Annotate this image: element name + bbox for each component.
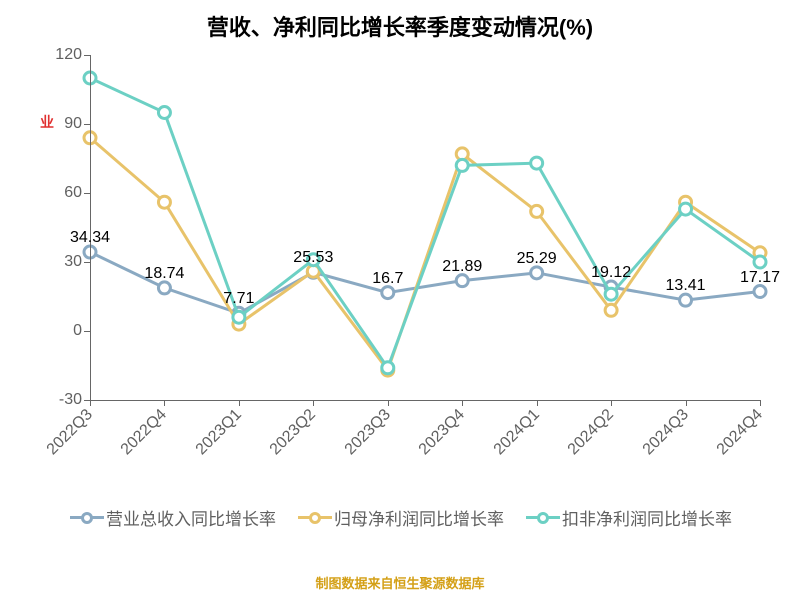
y-tick-label: 0 xyxy=(73,322,90,340)
data-label: 17.17 xyxy=(740,269,780,287)
legend-item: 归母净利润同比增长率 xyxy=(298,505,504,530)
x-axis xyxy=(90,400,760,401)
series-marker xyxy=(382,287,394,299)
legend-label: 营业总收入同比增长率 xyxy=(106,505,276,530)
x-tick-label: 2024Q2 xyxy=(565,406,618,459)
x-tick xyxy=(90,400,91,406)
series-marker xyxy=(233,311,245,323)
y-tick-label: 120 xyxy=(55,46,90,64)
series-marker xyxy=(456,275,468,287)
chart-container: 营收、净利同比增长率季度变动情况(%) 业 -3003060901202022Q… xyxy=(0,0,800,600)
y-axis xyxy=(90,55,91,400)
y-tick-label: 90 xyxy=(64,115,90,133)
y-tick-label: 30 xyxy=(64,253,90,271)
series-marker xyxy=(680,294,692,306)
legend: 营业总收入同比增长率 归母净利润同比增长率 扣非净利润同比增长率 xyxy=(70,505,750,530)
x-tick-label: 2024Q3 xyxy=(639,406,692,459)
x-tick-label: 2023Q2 xyxy=(267,406,320,459)
series-line-1 xyxy=(90,138,760,370)
x-tick-label: 2023Q1 xyxy=(193,406,246,459)
legend-label: 扣非净利润同比增长率 xyxy=(562,505,732,530)
x-tick xyxy=(313,400,314,406)
x-tick xyxy=(462,400,463,406)
series-marker xyxy=(158,282,170,294)
x-tick-label: 2023Q3 xyxy=(342,406,395,459)
series-marker xyxy=(754,256,766,268)
x-tick xyxy=(611,400,612,406)
chart-title: 营收、净利同比增长率季度变动情况(%) xyxy=(0,10,800,42)
x-tick xyxy=(388,400,389,406)
axis-unit-mark: 业 xyxy=(40,112,54,132)
series-marker xyxy=(158,107,170,119)
x-tick-label: 2022Q4 xyxy=(118,406,171,459)
chart-footer: 制图数据来自恒生聚源数据库 xyxy=(0,573,800,592)
x-tick xyxy=(760,400,761,406)
data-label: 7.71 xyxy=(223,290,254,308)
data-label: 34.34 xyxy=(70,229,110,247)
data-label: 19.12 xyxy=(591,264,631,282)
series-marker xyxy=(605,288,617,300)
series-marker xyxy=(754,286,766,298)
x-tick xyxy=(239,400,240,406)
x-tick xyxy=(164,400,165,406)
series-marker xyxy=(680,203,692,215)
series-marker xyxy=(531,205,543,217)
data-label: 16.7 xyxy=(372,270,403,288)
series-marker xyxy=(456,159,468,171)
x-tick xyxy=(686,400,687,406)
x-tick xyxy=(537,400,538,406)
series-line-2 xyxy=(90,78,760,368)
plot-area: -3003060901202022Q32022Q42023Q12023Q2202… xyxy=(90,55,760,400)
x-tick-label: 2023Q4 xyxy=(416,406,469,459)
data-label: 13.41 xyxy=(666,277,706,295)
series-marker xyxy=(605,304,617,316)
x-tick-label: 2024Q1 xyxy=(490,406,543,459)
data-label: 25.53 xyxy=(293,249,333,267)
legend-item: 扣非净利润同比增长率 xyxy=(526,505,732,530)
x-tick-label: 2024Q4 xyxy=(714,406,767,459)
legend-item: 营业总收入同比增长率 xyxy=(70,505,276,530)
data-label: 25.29 xyxy=(517,250,557,268)
legend-swatch xyxy=(526,511,560,525)
legend-swatch xyxy=(298,511,332,525)
y-tick-label: 60 xyxy=(64,184,90,202)
x-tick-label: 2022Q3 xyxy=(44,406,97,459)
legend-swatch xyxy=(70,511,104,525)
plot-svg xyxy=(90,55,760,400)
legend-label: 归母净利润同比增长率 xyxy=(334,505,504,530)
series-marker xyxy=(531,157,543,169)
data-label: 18.74 xyxy=(144,265,184,283)
series-marker xyxy=(531,267,543,279)
series-marker xyxy=(382,362,394,374)
series-marker xyxy=(158,196,170,208)
data-label: 21.89 xyxy=(442,258,482,276)
